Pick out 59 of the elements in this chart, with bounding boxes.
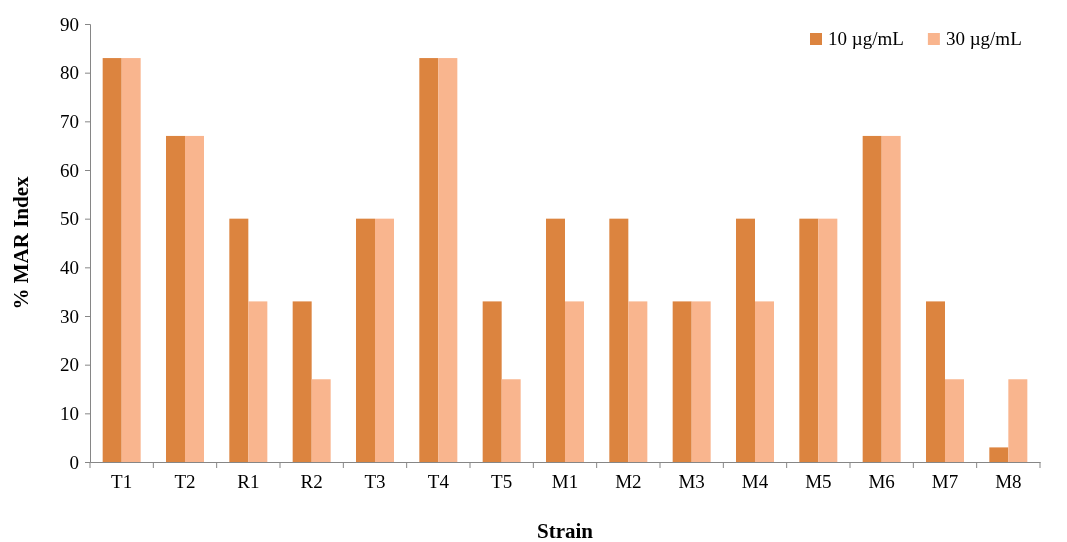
bar	[482, 301, 502, 462]
bar	[691, 301, 711, 462]
y-tick-label: 60	[60, 159, 79, 181]
y-tick-label: 20	[60, 354, 79, 376]
bar	[438, 58, 458, 462]
bar	[862, 135, 882, 462]
bar	[799, 218, 819, 462]
bar	[945, 379, 964, 462]
bar	[926, 301, 945, 462]
bar	[248, 301, 268, 462]
bar	[1008, 379, 1028, 462]
y-tick-label: 40	[60, 256, 79, 278]
bar	[546, 218, 565, 462]
y-tick-label: 50	[60, 208, 79, 230]
x-tick-label: T1	[111, 470, 133, 492]
x-axis-title: Strain	[536, 519, 594, 542]
y-tick-label: 70	[60, 110, 79, 132]
bar	[818, 218, 838, 462]
bar	[419, 58, 439, 462]
y-axis-title: % MAR Index	[9, 176, 33, 310]
x-tick-label: M7	[931, 470, 959, 492]
x-tick-label: M2	[615, 470, 642, 492]
x-tick-label: T5	[491, 470, 513, 492]
x-tick-label: M1	[551, 470, 579, 492]
bar	[292, 301, 312, 462]
y-tick-label: 80	[60, 62, 79, 84]
bar	[672, 301, 692, 462]
legend-label: 10 µg/mL	[828, 28, 904, 49]
x-tick-label: T4	[427, 470, 450, 492]
bar	[356, 218, 375, 462]
bar	[565, 301, 584, 462]
bar	[311, 379, 331, 462]
x-tick-label: M6	[868, 470, 895, 492]
x-tick-label: M3	[678, 470, 705, 492]
x-tick-label: T2	[174, 470, 196, 492]
x-tick-label: M8	[995, 470, 1022, 492]
bar	[229, 218, 249, 462]
bar	[375, 218, 394, 462]
x-tick-label: R2	[300, 470, 323, 492]
bar	[121, 58, 141, 462]
x-tick-label: R1	[237, 470, 260, 492]
bar	[166, 135, 185, 462]
bar	[755, 301, 774, 462]
bar	[609, 218, 629, 462]
bar	[185, 135, 204, 462]
y-tick-label: 30	[60, 305, 79, 327]
bar	[989, 447, 1009, 462]
bar	[736, 218, 755, 462]
y-tick-label: 0	[69, 451, 79, 473]
x-tick-label: M4	[741, 470, 769, 492]
x-tick-label: M5	[805, 470, 832, 492]
bar	[881, 135, 901, 462]
y-tick-label: 90	[60, 13, 79, 35]
y-tick-label: 10	[60, 402, 79, 424]
bar	[501, 379, 521, 462]
bar	[628, 301, 648, 462]
bar	[102, 58, 122, 462]
legend-label: 30 µg/mL	[945, 28, 1022, 49]
x-tick-label: T3	[364, 470, 386, 492]
